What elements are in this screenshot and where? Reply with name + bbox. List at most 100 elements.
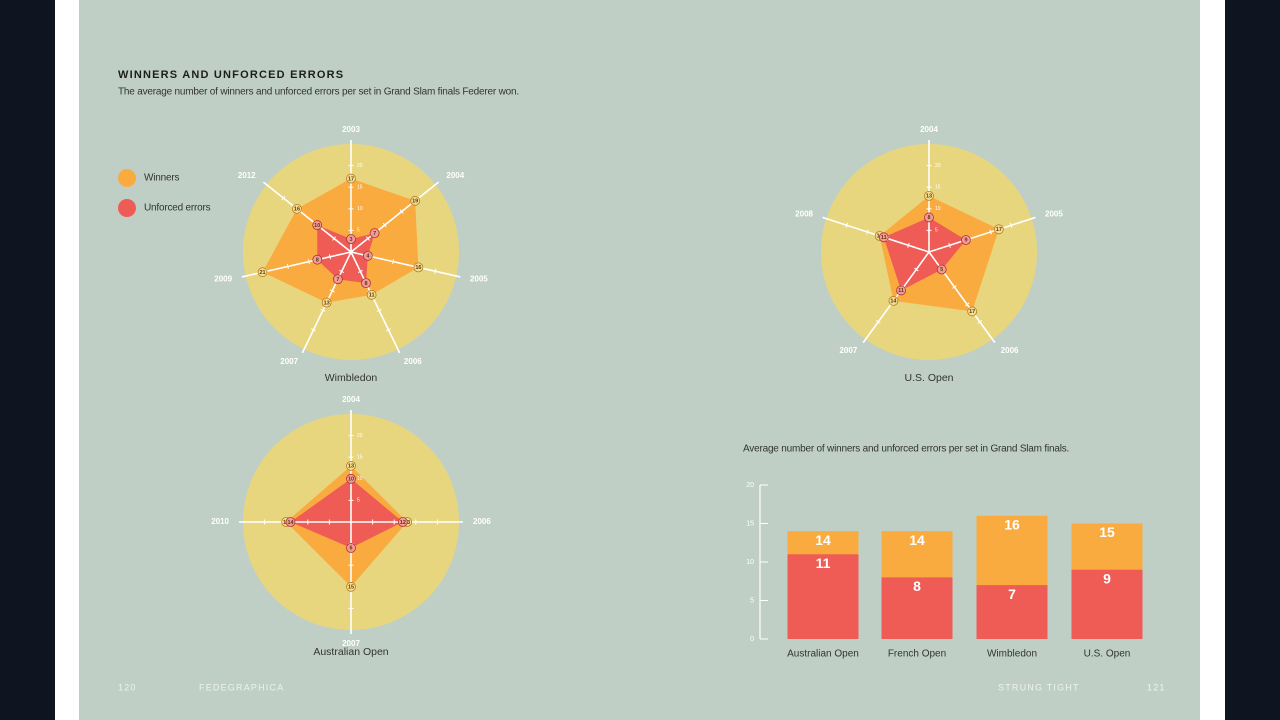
value-dot — [993, 224, 1004, 235]
radar-tick — [307, 259, 310, 265]
radar-tick-label: 5 — [357, 498, 360, 504]
bar-value-label: 9 — [1103, 570, 1111, 586]
x-tick-label: Wimbledon — [987, 649, 1037, 660]
value-dot — [346, 460, 356, 471]
value-dot — [878, 232, 889, 243]
value-dot — [346, 173, 356, 184]
value-label: 8 — [927, 215, 930, 221]
radar-category: 2005 — [470, 274, 488, 283]
radar-tick — [332, 236, 337, 241]
value-label: 7 — [336, 277, 339, 283]
radar-tick — [866, 229, 869, 235]
value-dot — [346, 543, 356, 553]
value-label: 9 — [964, 238, 967, 244]
value-label: 15 — [348, 585, 354, 591]
radar-category: 2010 — [211, 517, 229, 526]
value-label: 16 — [294, 207, 300, 213]
radar-axis — [350, 251, 401, 354]
radar-category: 2007 — [342, 639, 360, 648]
value-label: 10 — [314, 223, 320, 229]
radar-category: 2006 — [404, 357, 422, 366]
running-title: FEDEGRAPHICA — [199, 682, 284, 692]
bar — [976, 585, 1048, 639]
value-dot — [312, 254, 323, 265]
radar-tick — [948, 242, 951, 248]
radar-tick — [281, 195, 286, 201]
value-label: 17 — [348, 176, 354, 182]
radar-area — [290, 478, 403, 548]
value-dot — [888, 296, 899, 306]
radar-tick-label: 20 — [357, 433, 363, 439]
radar-axis — [262, 181, 352, 253]
value-dot — [410, 195, 421, 206]
radar-tick — [329, 289, 335, 293]
radar-tick-label: 20 — [357, 163, 363, 169]
radar-tick — [952, 285, 957, 289]
value-label: 19 — [412, 199, 418, 205]
y-tick-label: 5 — [750, 597, 754, 604]
bar-value-label: 15 — [1099, 524, 1115, 540]
radar-axis — [928, 216, 1036, 253]
value-label: 3 — [349, 237, 352, 243]
value-label: 11 — [369, 293, 375, 299]
value-label: 10 — [348, 477, 354, 483]
y-tick-label: 20 — [746, 482, 754, 489]
main-title: WINNERS AND UNFORCED ERRORS — [118, 69, 344, 81]
radar-category: 2012 — [238, 171, 256, 180]
radar-category: 2009 — [214, 274, 232, 283]
main-subtitle: The average number of winners and unforc… — [118, 87, 519, 98]
page-number: 121 — [1147, 682, 1166, 692]
radar-tick — [382, 222, 387, 228]
legend-swatch — [118, 169, 136, 187]
value-label: 13 — [324, 300, 330, 306]
chart-title: Wimbledon — [325, 372, 378, 384]
radar-tick — [399, 209, 404, 214]
bar-value-label: 14 — [909, 532, 925, 548]
bar — [1071, 569, 1143, 639]
value-label: 11 — [898, 288, 904, 294]
radar-category: 2007 — [280, 357, 298, 366]
radar-tick-label: 10 — [357, 476, 363, 482]
value-dot — [346, 234, 356, 244]
value-label: 17 — [996, 227, 1002, 233]
radar-tick — [311, 328, 316, 332]
radar-tick — [913, 267, 919, 272]
value-label: 14 — [287, 520, 294, 526]
radar-axis — [350, 181, 440, 253]
value-label: 6 — [349, 546, 352, 552]
value-dot — [961, 235, 971, 245]
value-label: 7 — [373, 231, 376, 237]
radar-tick — [964, 302, 970, 307]
radar-category: 2007 — [839, 346, 857, 355]
value-dot — [936, 264, 947, 275]
value-dot — [369, 228, 380, 239]
running-title: STRUNG TIGHT — [998, 682, 1080, 692]
radar-tick — [977, 320, 983, 324]
value-dot — [285, 517, 296, 527]
value-dot — [967, 306, 978, 317]
radar-tick — [392, 259, 395, 265]
radar-tick-label: 15 — [935, 185, 941, 191]
value-label: 4 — [366, 254, 370, 260]
x-tick-label: Australian Open — [787, 649, 859, 660]
radar-area — [317, 225, 375, 284]
radar-tick — [875, 320, 881, 324]
bar — [881, 577, 953, 639]
bar-value-label: 8 — [913, 578, 921, 594]
legend-label: Winners — [144, 173, 179, 184]
value-label: 11 — [881, 235, 887, 241]
radar-tick — [286, 263, 289, 269]
y-tick-label: 10 — [746, 559, 754, 566]
radar-tick — [365, 236, 370, 241]
legend-swatch — [118, 199, 136, 217]
radar-tick — [376, 308, 382, 312]
value-dot — [413, 262, 424, 273]
radar-tick-label: 10 — [935, 206, 941, 212]
value-label: 8 — [364, 281, 367, 287]
value-dot — [896, 285, 906, 296]
radar-category: 2006 — [1001, 346, 1019, 355]
value-dot — [366, 289, 377, 300]
radar-tick — [907, 242, 910, 248]
